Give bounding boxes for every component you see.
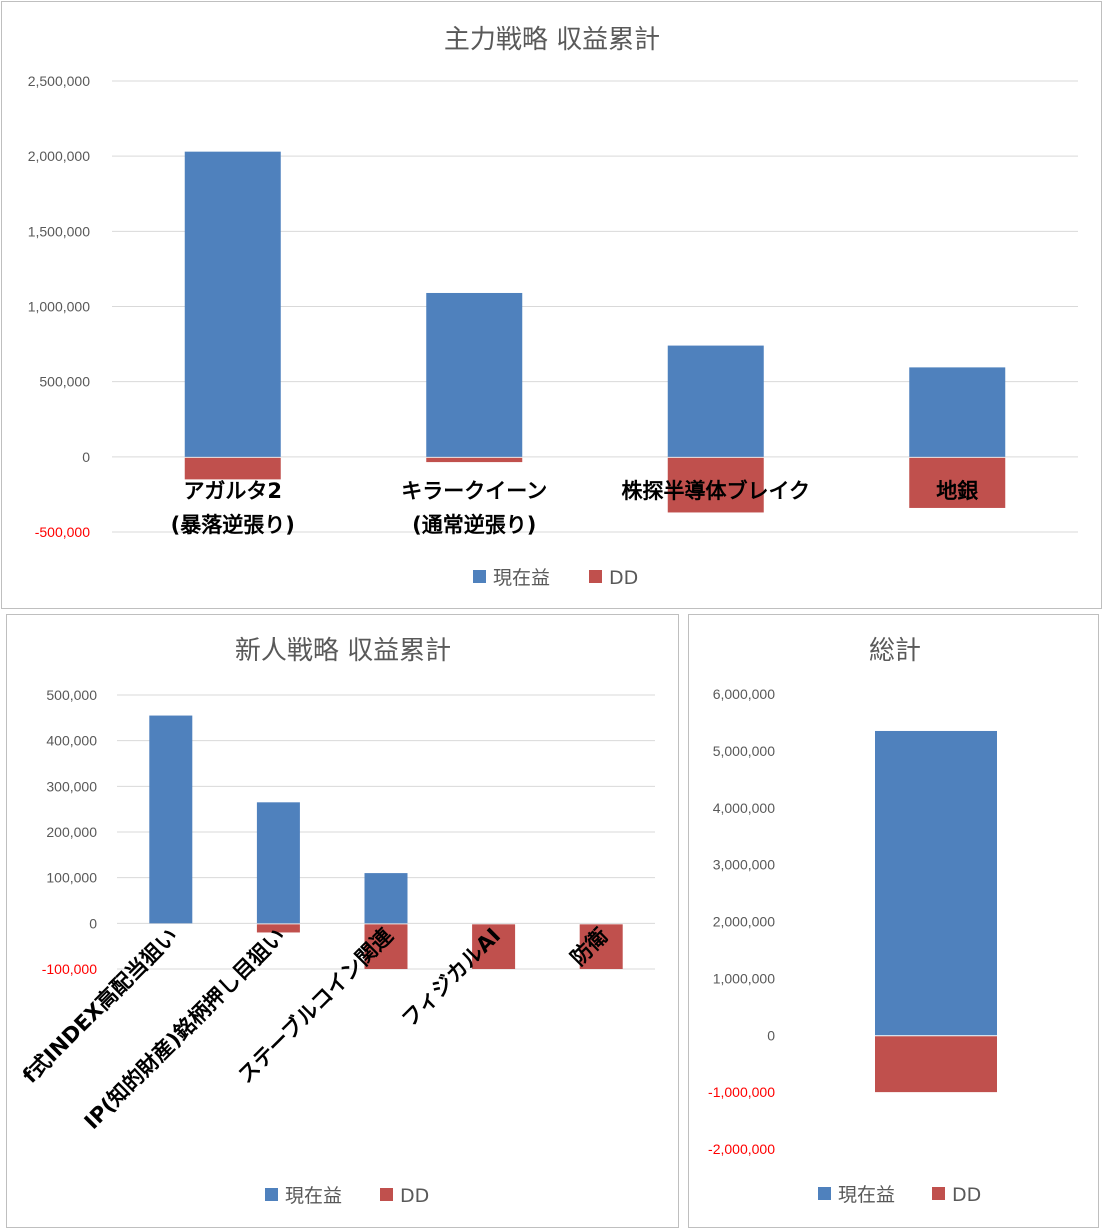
y-tick-label: 100,000	[46, 870, 97, 886]
chart-title: 新人戦略 収益累計	[235, 636, 451, 666]
bars	[149, 715, 623, 969]
legend-label-dd: DD	[952, 1184, 981, 1206]
category-labels: アガルタ2 (暴落逆張り) キラークイーン (通常逆張り) 株探半導体ブレイク 地銀	[171, 479, 979, 537]
y-tick-label: 300,000	[46, 778, 97, 794]
y-tick-label: -1,000,000	[708, 1084, 775, 1100]
y-tick-label: 0	[767, 1027, 775, 1043]
bar-current	[909, 367, 1006, 457]
bar-current	[426, 292, 523, 457]
new-strategy-chart-panel: 新人戦略 収益累計 500,000 400,000 300,000 200,000 10…	[6, 614, 679, 1228]
y-tick-label: 3,000,000	[713, 857, 775, 873]
legend-swatch-current	[473, 570, 486, 583]
bar-dd	[909, 457, 1006, 508]
bar-current	[667, 345, 764, 457]
y-tick-label: 500,000	[46, 687, 97, 703]
legend-swatch-current	[265, 1188, 278, 1201]
legend-label-dd: DD	[609, 567, 638, 589]
legend-swatch-dd	[589, 570, 602, 583]
total-chart: 総計 6,000,000 5,000,000 4,000,000 3,000,000 2…	[708, 636, 997, 1206]
chart-title: 総計	[869, 636, 921, 666]
new-strategy-chart: 新人戦略 収益累計 500,000 400,000 300,000 200,000 10…	[18, 636, 655, 1207]
legend: 現在益 DD	[265, 1185, 429, 1207]
y-tick-label: -500,000	[35, 524, 90, 540]
legend-swatch-dd	[932, 1187, 945, 1200]
y-tick-label: 200,000	[46, 824, 97, 840]
bar-current	[875, 730, 997, 1036]
y-tick-label: 2,000,000	[28, 148, 90, 164]
bar-dd	[875, 1036, 997, 1093]
y-tick-label: -100,000	[42, 961, 97, 977]
y-tick-label: -2,000,000	[708, 1141, 775, 1157]
y-tick-label: 0	[89, 915, 97, 931]
category-label: 地銀	[936, 479, 978, 503]
y-tick-label: 6,000,000	[713, 686, 775, 702]
category-label: (通常逆張り)	[412, 513, 536, 537]
legend-swatch-dd	[380, 1188, 393, 1201]
bar-dd	[667, 457, 764, 513]
main-strategy-chart-panel: 主力戦略 収益累計 2,500,000 2,000,000 1,500,000 1,0…	[1, 1, 1102, 609]
category-label: IP(知的財産)銘柄押し目狙い	[80, 924, 290, 1134]
bar-dd	[364, 924, 408, 969]
y-tick-label: 4,000,000	[713, 800, 775, 816]
y-axis-ticks: 500,000 400,000 300,000 200,000 100,000 0 -100…	[42, 687, 97, 977]
legend-label-current: 現在益	[838, 1184, 895, 1206]
category-label: 株探半導体ブレイク	[621, 479, 810, 503]
y-tick-label: 500,000	[39, 374, 90, 390]
category-label: (暴落逆張り)	[171, 513, 295, 537]
legend-label-current: 現在益	[493, 567, 550, 589]
legend-swatch-current	[818, 1187, 831, 1200]
y-axis-ticks: 6,000,000 5,000,000 4,000,000 3,000,000 2,00…	[708, 686, 775, 1157]
legend: 現在益 DD	[818, 1184, 981, 1206]
bar-dd	[256, 924, 300, 933]
y-tick-label: 2,000,000	[713, 914, 775, 930]
y-tick-label: 1,000,000	[28, 299, 90, 315]
bar-current	[149, 715, 193, 924]
bar-dd	[184, 457, 281, 480]
category-label: キラークイーン	[401, 479, 547, 503]
legend-label-dd: DD	[400, 1185, 429, 1207]
total-chart-panel: 総計 6,000,000 5,000,000 4,000,000 3,000,000 2…	[688, 614, 1099, 1228]
bars	[184, 151, 1006, 513]
category-label: アガルタ2	[183, 479, 282, 503]
y-tick-label: 0	[82, 449, 90, 465]
bar-current	[184, 151, 281, 457]
y-tick-label: 2,500,000	[28, 73, 90, 89]
bar-current	[364, 873, 408, 924]
y-axis-ticks: 2,500,000 2,000,000 1,500,000 1,000,000 500,…	[28, 73, 91, 540]
bar-dd	[472, 924, 516, 969]
bar-dd	[579, 924, 623, 969]
main-strategy-chart: 主力戦略 収益累計 2,500,000 2,000,000 1,500,000 1,0…	[28, 25, 1078, 589]
bars	[875, 730, 997, 1093]
y-tick-label: 1,000,000	[713, 970, 775, 986]
bar-current	[256, 802, 300, 924]
category-label: フィジカルAI	[397, 924, 505, 1032]
legend: 現在益 DD	[473, 567, 638, 589]
chart-title: 主力戦略 収益累計	[444, 25, 660, 55]
y-tick-label: 400,000	[46, 733, 97, 749]
y-tick-label: 5,000,000	[713, 743, 775, 759]
legend-label-current: 現在益	[285, 1185, 342, 1207]
y-tick-label: 1,500,000	[28, 223, 90, 239]
bar-dd	[426, 457, 523, 463]
